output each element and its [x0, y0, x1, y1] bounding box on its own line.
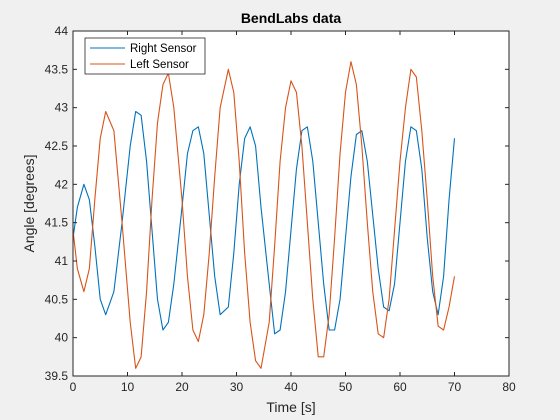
- y-tick-label: 40.5: [45, 292, 69, 306]
- y-tick-label: 40: [55, 331, 69, 345]
- legend: Right Sensor Left Sensor: [84, 37, 206, 75]
- series-line-left-sensor: [72, 61, 456, 369]
- x-tick-label: 0: [70, 380, 77, 394]
- x-tick-label: 60: [393, 380, 407, 394]
- chart-title: BendLabs data: [241, 10, 342, 26]
- y-axis-ticks: 39.5 40 40.5 41 41.5 42 42.5 43 43.5 44: [45, 24, 509, 383]
- y-tick-label: 42.5: [45, 139, 69, 153]
- x-tick-label: 10: [121, 380, 135, 394]
- y-tick-label: 43: [55, 101, 69, 115]
- x-tick-label: 30: [230, 380, 244, 394]
- y-tick-label: 41.5: [45, 216, 69, 230]
- x-tick-label: 40: [284, 380, 298, 394]
- x-axis-label: Time [s]: [266, 399, 315, 415]
- x-tick-label: 70: [448, 380, 462, 394]
- y-tick-label: 43.5: [45, 62, 69, 76]
- y-tick-label: 42: [55, 177, 69, 191]
- y-tick-label: 39.5: [45, 369, 69, 383]
- legend-label-left-sensor: Left Sensor: [130, 59, 189, 71]
- x-tick-label: 50: [339, 380, 353, 394]
- series-layer: [72, 61, 456, 369]
- series-line-right-sensor: [72, 110, 456, 335]
- x-tick-label: 80: [502, 380, 516, 394]
- x-axis-ticks: 0 10 20 30 40 50 60 70 80: [70, 31, 516, 394]
- legend-label-right-sensor: Right Sensor: [130, 43, 197, 55]
- x-tick-label: 20: [175, 380, 189, 394]
- y-tick-label: 41: [55, 254, 69, 268]
- y-axis-label: Angle [degrees]: [21, 154, 37, 252]
- legend-box: [84, 37, 206, 75]
- plot-area: [73, 31, 509, 376]
- y-tick-label: 44: [55, 24, 69, 38]
